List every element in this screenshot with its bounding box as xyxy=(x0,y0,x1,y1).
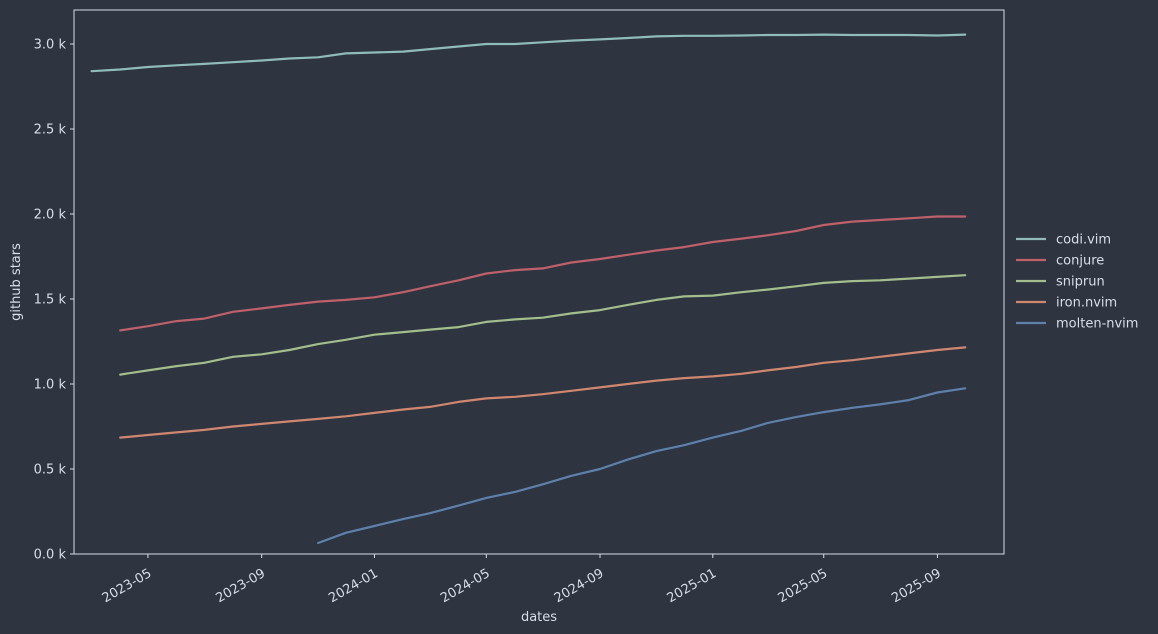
y-axis-title: github stars xyxy=(9,243,24,321)
series-line-molten-nvim xyxy=(317,387,967,545)
legend-label-codi-vim: codi.vim xyxy=(1056,233,1111,248)
series-line-conjure xyxy=(119,215,967,332)
y-tick-label: 1.0 k xyxy=(34,378,67,393)
y-tick-label: 3.0 k xyxy=(34,38,67,53)
legend-label-molten-nvim: molten-nvim xyxy=(1056,317,1138,332)
plot-frame xyxy=(73,9,1005,555)
y-tick-label: 0.0 k xyxy=(34,548,67,563)
legend-label-conjure: conjure xyxy=(1056,254,1104,269)
y-axis: 0.0 k 0.5 k 1.0 k 1.5 k 2.0 k 2.5 k 3.0 k xyxy=(34,38,74,563)
series-line-iron-nvim xyxy=(119,346,967,439)
y-tick-label: 2.5 k xyxy=(34,123,67,138)
series-line-codi-vim xyxy=(90,33,967,73)
y-tick-label: 0.5 k xyxy=(34,463,67,478)
y-tick-label: 1.5 k xyxy=(34,293,67,308)
y-tick-label: 2.0 k xyxy=(34,208,67,223)
series-layer xyxy=(90,33,967,545)
legend-label-iron-nvim: iron.nvim xyxy=(1056,296,1117,311)
legend: codi.vim conjure sniprun iron.nvim molten-nv… xyxy=(1016,233,1138,332)
series-line-sniprun xyxy=(119,274,967,376)
legend-label-sniprun: sniprun xyxy=(1056,275,1105,290)
x-axis-title: dates xyxy=(521,610,557,625)
